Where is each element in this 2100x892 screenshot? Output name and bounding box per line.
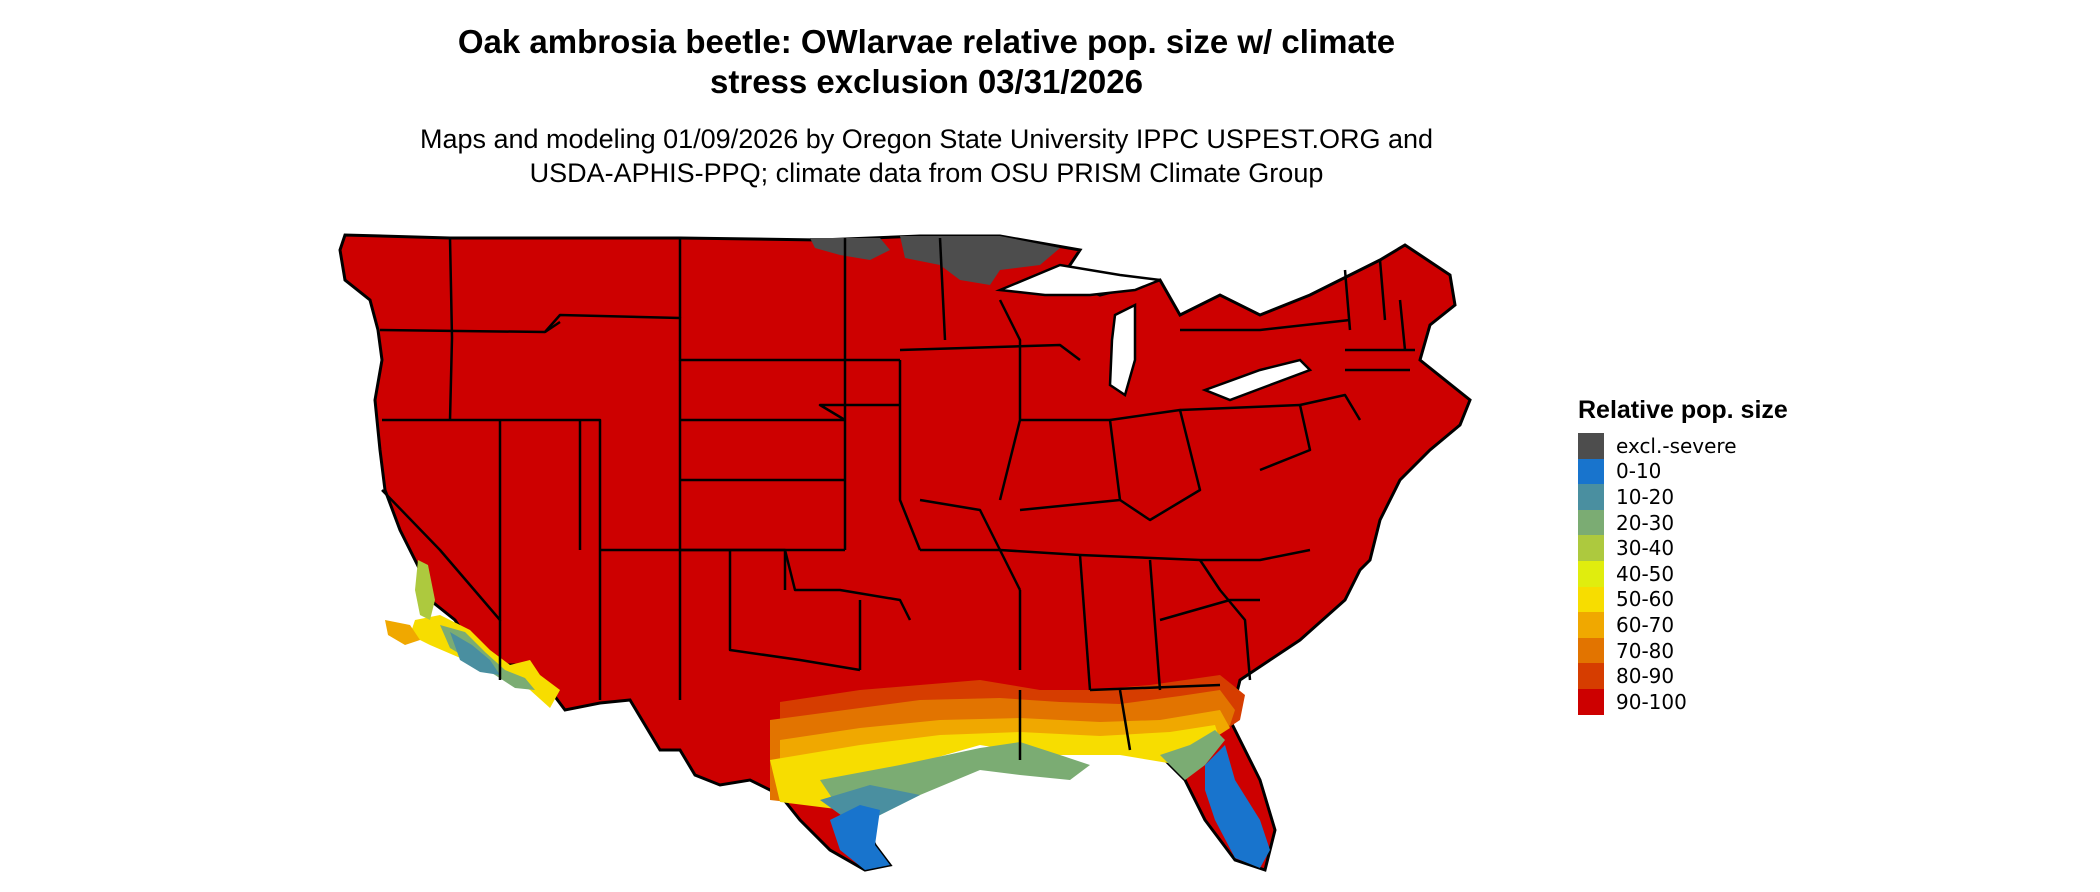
legend-label: 20-30 <box>1616 510 1675 535</box>
legend-label: 0-10 <box>1616 459 1662 484</box>
map-subtitle: Maps and modeling 01/09/2026 by Oregon S… <box>0 122 1853 190</box>
legend-swatch <box>1578 663 1604 689</box>
legend-swatch <box>1578 637 1604 664</box>
legend-label: 30-40 <box>1616 536 1675 561</box>
legend-label: 70-80 <box>1616 638 1675 663</box>
texas-coast-0-10 <box>830 805 890 870</box>
legend-item: 0-10 <box>1578 458 1788 485</box>
band-10-20 <box>820 785 920 820</box>
legend-label: excl.-severe <box>1616 433 1737 458</box>
map-subtitle-line2: USDA-APHIS-PPQ; climate data from OSU PR… <box>529 158 1324 188</box>
excl-north-dakota <box>810 238 890 260</box>
band-50-60 <box>770 725 1220 812</box>
legend-item: 60-70 <box>1578 612 1788 638</box>
legend-item: 50-60 <box>1578 586 1788 613</box>
legend-title: Relative pop. size <box>1578 396 1788 424</box>
legend-item: 90-100 <box>1578 688 1788 715</box>
map-title-line2: stress exclusion 03/31/2026 <box>710 63 1143 100</box>
band-20-30-southeast <box>1160 730 1225 780</box>
southern-california-60-70 <box>385 620 420 645</box>
legend-label: 90-100 <box>1616 689 1687 714</box>
state-boundaries <box>379 237 1415 760</box>
legend-swatch <box>1578 433 1604 459</box>
legend-label: 40-50 <box>1616 561 1675 586</box>
california-valley-30-40 <box>415 560 435 620</box>
legend-swatch <box>1578 509 1604 536</box>
legend-swatch <box>1578 688 1604 715</box>
southwest-10-20 <box>450 632 500 675</box>
legend: Relative pop. size excl.-severe 0-10 10-20… <box>1578 395 1788 715</box>
legend-swatch <box>1578 458 1604 485</box>
legend-item: 10-20 <box>1578 484 1788 510</box>
legend-item: excl.-severe <box>1578 433 1788 459</box>
legend-items: excl.-severe 0-10 10-20 20-30 30-40 40-50 50-6… <box>1578 433 1788 715</box>
legend-swatch <box>1578 586 1604 613</box>
map-title: Oak ambrosia beetle: OWlarvae relative p… <box>0 22 1853 102</box>
legend-swatch <box>1578 535 1604 561</box>
legend-label: 50-60 <box>1616 587 1675 612</box>
legend-label: 10-20 <box>1616 484 1675 509</box>
map-subtitle-line1: Maps and modeling 01/09/2026 by Oregon S… <box>419 124 1434 154</box>
legend-swatch <box>1578 484 1604 510</box>
lake-erie-ontario <box>1201 358 1313 402</box>
legend-item: 80-90 <box>1578 663 1788 689</box>
legend-item: 30-40 <box>1578 535 1788 561</box>
legend-item: 40-50 <box>1578 560 1788 587</box>
legend-label: 60-70 <box>1616 612 1675 637</box>
legend-swatch <box>1578 612 1604 638</box>
florida-0-10 <box>1205 745 1270 868</box>
map-title-line1: Oak ambrosia beetle: OWlarvae relative p… <box>457 23 1396 60</box>
us-map <box>338 233 1472 872</box>
legend-item: 20-30 <box>1578 509 1788 536</box>
legend-swatch <box>1578 560 1604 587</box>
legend-label: 80-90 <box>1616 664 1675 689</box>
lake-superior <box>995 263 1161 297</box>
legend-item: 70-80 <box>1578 637 1788 664</box>
lake-michigan <box>1108 302 1137 397</box>
